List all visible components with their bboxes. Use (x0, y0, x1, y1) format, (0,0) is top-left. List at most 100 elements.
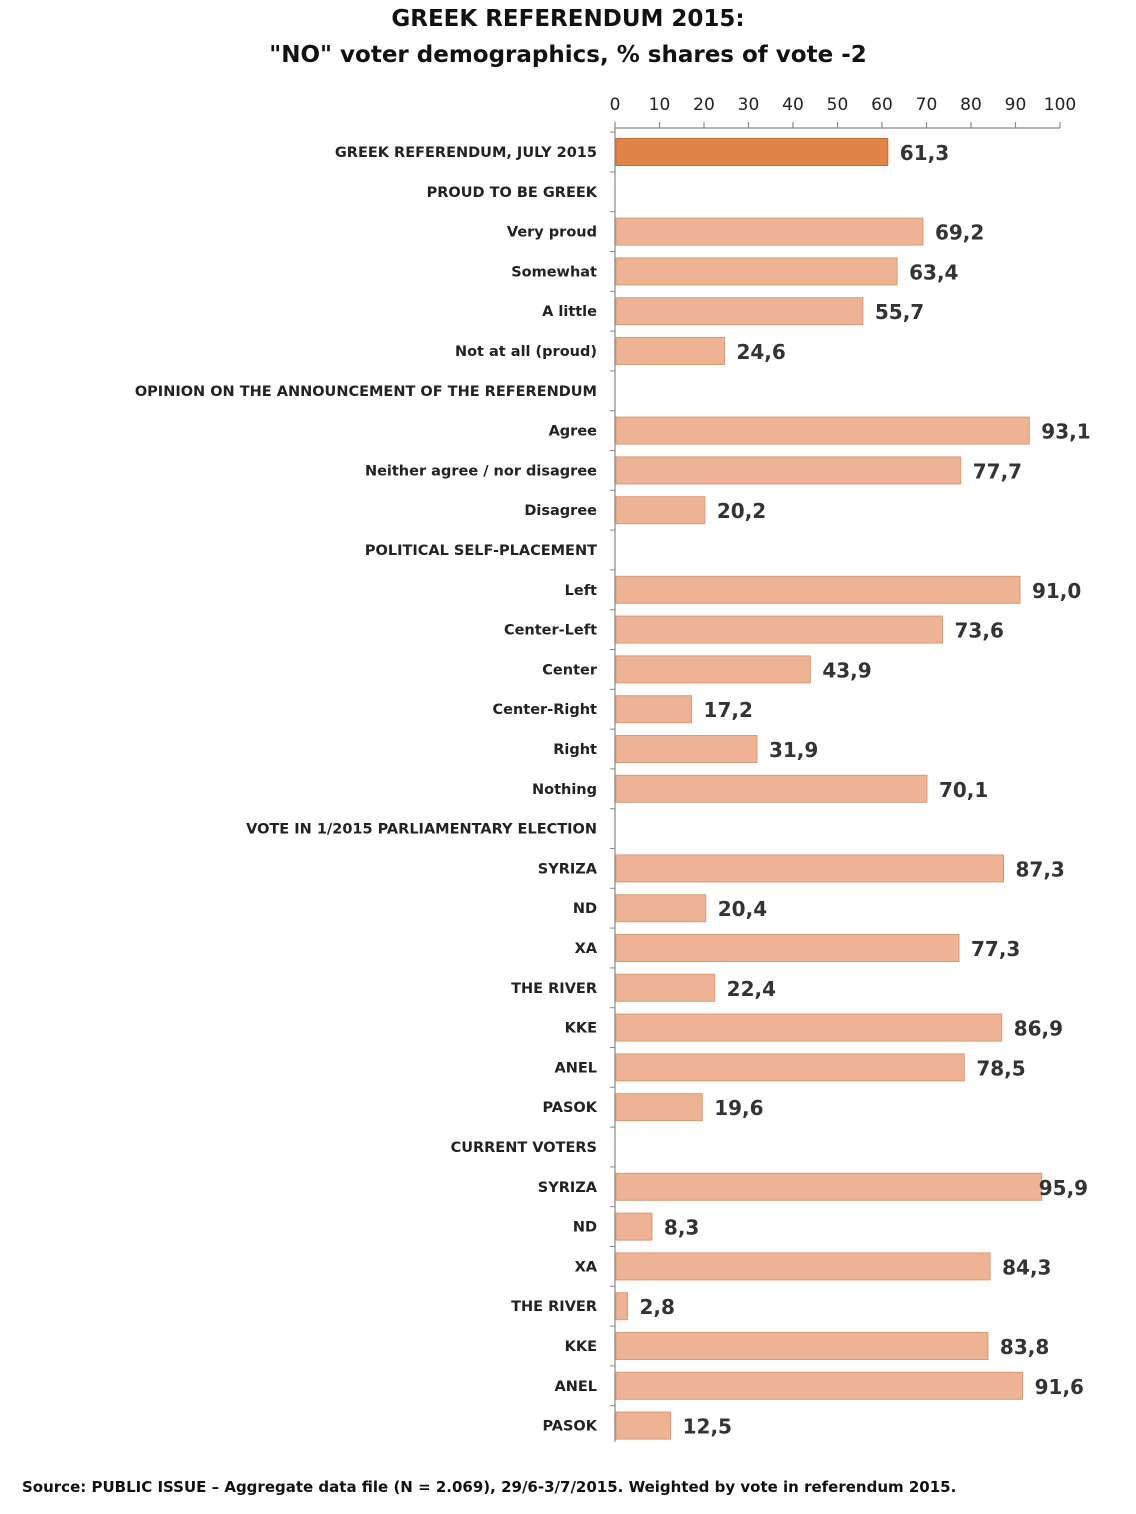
data-label: 77,3 (971, 937, 1020, 961)
data-label: 86,9 (1014, 1017, 1063, 1041)
data-label: 22,4 (727, 977, 776, 1001)
bar (615, 456, 962, 485)
x-tick-label: 10 (649, 95, 671, 115)
category-label: XA (575, 941, 598, 957)
category-label: Somewhat (511, 264, 597, 280)
category-label: Agree (549, 424, 598, 440)
group-header-label: CURRENT VOTERS (451, 1140, 597, 1156)
group-header-label: POLITICAL SELF-PLACEMENT (365, 543, 597, 559)
chart-subtitle: "NO" voter demographics, % shares of vot… (269, 42, 867, 68)
group-header-label: PROUD TO BE GREEK (427, 185, 598, 201)
bar (615, 1371, 1024, 1400)
bar (615, 1053, 965, 1082)
data-label: 8,3 (664, 1216, 699, 1240)
data-label: 43,9 (822, 658, 871, 682)
category-label: THE RIVER (511, 1299, 597, 1315)
bar (615, 735, 758, 763)
bar (615, 297, 864, 326)
x-tick-label: 0 (610, 95, 621, 115)
category-label: PASOK (542, 1100, 597, 1116)
bar (615, 934, 960, 962)
category-label: Center-Left (504, 623, 597, 639)
bar (615, 337, 725, 365)
category-label: Left (565, 583, 597, 599)
data-label: 91,0 (1032, 579, 1081, 603)
category-label: SYRIZA (538, 861, 598, 877)
x-tick-label: 40 (782, 95, 804, 115)
category-label: KKE (565, 1339, 597, 1355)
bar (615, 217, 924, 246)
data-label: 93,1 (1041, 420, 1090, 444)
category-label: SYRIZA (538, 1180, 598, 1196)
bar (615, 854, 1004, 883)
data-label: 17,2 (704, 698, 753, 722)
data-label: 31,9 (769, 738, 818, 762)
category-label: ANEL (554, 1379, 597, 1395)
chart-title: GREEK REFERENDUM 2015: (391, 6, 745, 32)
data-label: 2,8 (639, 1295, 674, 1319)
category-label: Very proud (507, 225, 597, 241)
category-label: Not at all (proud) (455, 344, 597, 360)
data-label: 77,7 (973, 459, 1022, 483)
data-label: 84,3 (1002, 1255, 1051, 1279)
category-label: ND (573, 1220, 597, 1236)
bar (615, 1093, 703, 1122)
category-label: KKE (565, 1021, 597, 1037)
x-tick-label: 30 (738, 95, 760, 115)
category-label: GREEK REFERENDUM, JULY 2015 (335, 145, 597, 161)
data-label: 73,6 (955, 619, 1004, 643)
category-label: Right (553, 742, 597, 758)
category-label: THE RIVER (511, 981, 597, 997)
bar (615, 1252, 991, 1281)
data-label: 61,3 (900, 141, 949, 165)
source-note: Source: PUBLIC ISSUE – Aggregate data fi… (22, 1478, 957, 1496)
data-label: 69,2 (935, 221, 984, 245)
bar (615, 138, 889, 166)
data-label: 12,5 (683, 1415, 732, 1439)
data-label: 63,4 (909, 260, 958, 284)
x-tick-label: 70 (916, 95, 938, 115)
x-tick-label: 80 (960, 95, 982, 115)
bar (615, 1411, 672, 1440)
x-tick-label: 60 (871, 95, 893, 115)
data-label: 87,3 (1015, 857, 1064, 881)
data-label: 95,9 (1039, 1176, 1088, 1200)
x-tick-label: 100 (1044, 95, 1076, 115)
bar (615, 575, 1021, 604)
category-label: XA (575, 1259, 598, 1275)
bar (615, 416, 1030, 445)
data-label: 20,4 (718, 897, 767, 921)
data-label: 55,7 (875, 300, 924, 324)
category-label: Disagree (524, 503, 597, 519)
category-label: Center (542, 662, 598, 678)
data-label: 83,8 (1000, 1335, 1049, 1359)
bar (615, 894, 707, 923)
x-tick-label: 90 (1005, 95, 1027, 115)
data-label: 20,2 (717, 499, 766, 523)
category-label: Center-Right (492, 702, 597, 718)
bar (615, 973, 716, 1002)
group-header-label: VOTE IN 1/2015 PARLIAMENTARY ELECTION (246, 822, 597, 838)
bar (615, 1172, 1043, 1201)
category-label: ANEL (554, 1060, 597, 1076)
bar (615, 1292, 628, 1321)
bar (615, 496, 706, 525)
bar (615, 1013, 1003, 1042)
category-label: A little (542, 304, 597, 320)
bar (615, 655, 811, 684)
data-label: 19,6 (714, 1096, 763, 1120)
bar (615, 774, 928, 803)
bar (615, 695, 693, 724)
category-label: Nothing (532, 782, 597, 798)
category-label: ND (573, 901, 597, 917)
bar (615, 257, 898, 286)
data-label: 70,1 (939, 778, 988, 802)
bar (615, 1332, 989, 1360)
data-label: 24,6 (736, 340, 785, 364)
category-label: PASOK (542, 1419, 597, 1435)
bar-chart: 0 10 20 30 40 50 60 70 80 90 100 GREEK REFERENDUM, … (135, 95, 1091, 1442)
data-label: 91,6 (1035, 1375, 1084, 1399)
group-header-label: OPINION ON THE ANNOUNCEMENT OF THE REFER… (135, 384, 597, 400)
bar (615, 615, 944, 644)
x-tick-label: 50 (827, 95, 849, 115)
